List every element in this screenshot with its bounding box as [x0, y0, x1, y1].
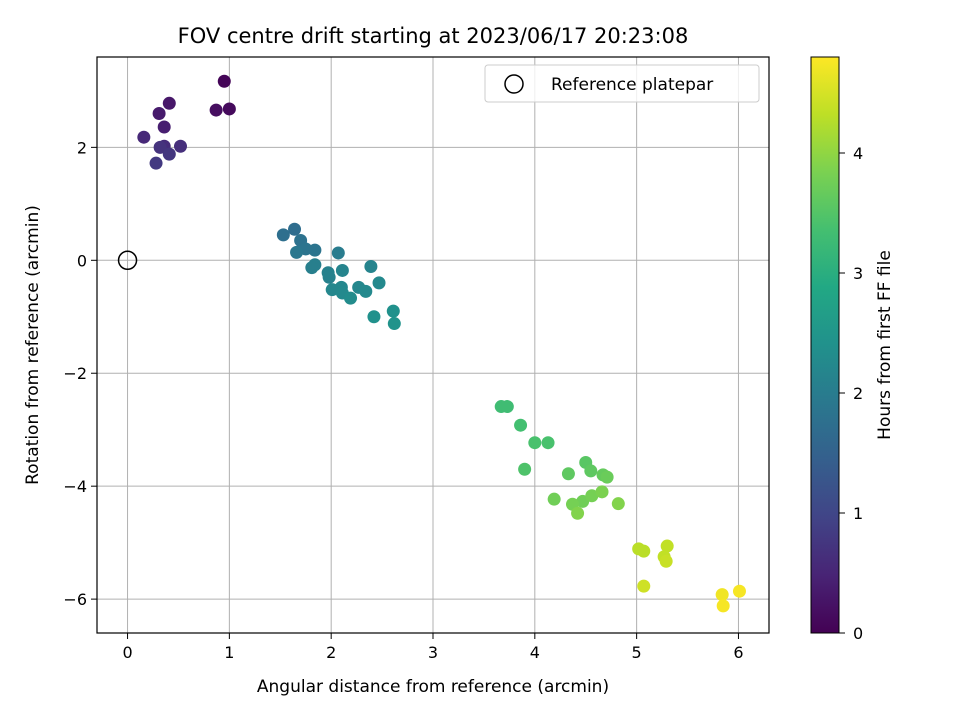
data-point	[359, 284, 373, 298]
data-point	[162, 96, 176, 110]
data-point	[162, 147, 176, 161]
x-tick-label: 5	[632, 643, 642, 662]
data-point	[137, 130, 151, 144]
data-point	[222, 102, 236, 116]
legend-marker	[504, 74, 524, 94]
y-tick-label: −4	[63, 477, 87, 496]
x-tick-label: 0	[122, 643, 132, 662]
colorbar: 0 1 2 3 4 Hours from first FF file	[810, 56, 895, 643]
data-point	[217, 74, 231, 88]
colorbar-tick-label: 0	[853, 624, 863, 643]
grid-lines	[97, 57, 769, 633]
data-point	[209, 103, 223, 117]
y-tick-label: −2	[63, 364, 87, 383]
data-point	[584, 464, 598, 478]
data-point	[500, 400, 514, 414]
data-point	[364, 260, 378, 274]
x-axis-label: Angular distance from reference (arcmin)	[257, 677, 609, 697]
y-axis-ticks: −6 −4 −2 0 2	[63, 138, 97, 609]
x-tick-label: 2	[326, 643, 336, 662]
data-point	[331, 246, 345, 260]
data-point	[561, 467, 575, 481]
chart-title: FOV centre drift starting at 2023/06/17 …	[178, 24, 689, 48]
data-point	[387, 317, 401, 331]
colorbar-gradient	[810, 56, 840, 634]
data-point	[308, 243, 322, 257]
x-tick-label: 6	[733, 643, 743, 662]
data-point	[344, 291, 358, 305]
data-point	[585, 489, 599, 503]
data-point	[367, 310, 381, 324]
data-point	[518, 462, 532, 476]
data-point	[305, 261, 319, 275]
data-point	[288, 222, 302, 236]
data-point	[173, 139, 187, 153]
data-point	[157, 120, 171, 134]
data-point	[611, 497, 625, 511]
x-tick-label: 3	[428, 643, 438, 662]
colorbar-ticks: 0 1 2 3 4	[839, 144, 863, 643]
data-point	[637, 544, 651, 558]
data-point	[290, 245, 304, 259]
colorbar-tick-label: 3	[853, 264, 863, 283]
data-point	[571, 506, 585, 520]
data-point	[600, 470, 614, 484]
data-point	[547, 492, 561, 506]
data-point	[335, 263, 349, 277]
data-point	[716, 599, 730, 613]
y-tick-label: −6	[63, 590, 87, 609]
data-point	[514, 418, 528, 432]
data-point	[276, 228, 290, 242]
data-point	[152, 106, 166, 120]
data-point	[541, 436, 555, 450]
x-axis-ticks: 0 1 2 3 4 5 6	[122, 633, 744, 662]
reference-platepar-marker	[117, 250, 138, 271]
data-point	[732, 584, 746, 598]
data-point	[715, 588, 729, 602]
scatter-points	[137, 74, 746, 613]
colorbar-tick-label: 1	[853, 504, 863, 523]
x-tick-label: 4	[530, 643, 540, 662]
data-point	[637, 579, 651, 593]
colorbar-tick-label: 2	[853, 384, 863, 403]
data-point	[386, 304, 400, 318]
colorbar-tick-label: 4	[853, 144, 863, 163]
data-point	[149, 156, 163, 170]
data-point	[372, 276, 386, 290]
y-tick-label: 2	[77, 138, 87, 157]
x-tick-label: 1	[224, 643, 234, 662]
colorbar-label: Hours from first FF file	[875, 250, 895, 440]
data-point	[153, 140, 167, 154]
data-point	[659, 554, 673, 568]
legend: Reference platepar	[484, 64, 760, 103]
data-point	[660, 539, 674, 553]
data-point	[322, 270, 336, 284]
data-point	[595, 485, 609, 499]
y-tick-label: 0	[77, 251, 87, 270]
y-axis-label: Rotation from reference (arcmin)	[23, 205, 43, 485]
legend-box	[484, 64, 760, 103]
legend-entry-reference-platepar: Reference platepar	[551, 75, 713, 95]
data-point	[528, 436, 542, 450]
data-point	[325, 283, 339, 297]
